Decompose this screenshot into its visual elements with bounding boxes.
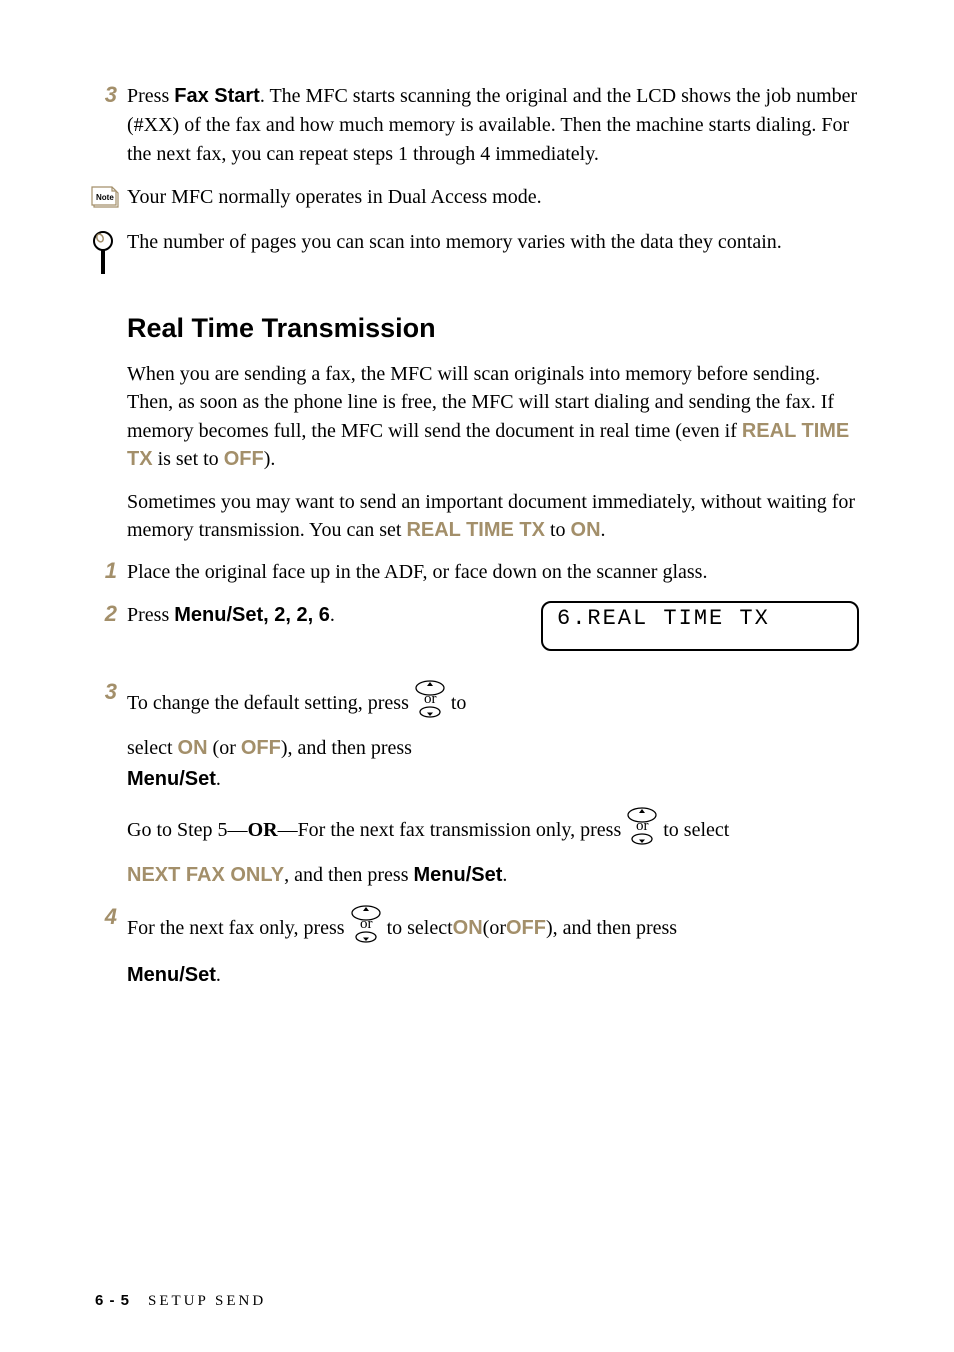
tip-text: The number of pages you can scan into me… [127, 228, 859, 257]
or-arrow-icon: or [625, 806, 659, 855]
text: ). [264, 448, 276, 470]
step-row: 4 For the next fax only, press or to sel… [95, 904, 859, 990]
text: ), and then press [281, 737, 412, 759]
step-row: 3 Press Fax Start. The MFC starts scanni… [95, 82, 859, 169]
button-label: Menu/Set [414, 864, 503, 886]
or-arrow-icon: or [349, 904, 383, 953]
text: is set to [153, 448, 224, 470]
button-label: Menu/Set [174, 604, 263, 626]
page-container: 3 Press Fax Start. The MFC starts scanni… [0, 0, 954, 1352]
step-number: 3 [95, 82, 127, 108]
key-sequence: , 2, 2, 6 [263, 604, 330, 626]
menu-text: OFF [224, 448, 264, 470]
menu-text: ON [453, 914, 483, 943]
text: For the next fax only, press [127, 914, 345, 943]
svg-text:or: or [424, 691, 437, 707]
step-number: 4 [95, 904, 127, 930]
page-number: 6 - 5 [95, 1292, 130, 1309]
text: to select [387, 914, 453, 943]
text: ), and then press [546, 914, 677, 943]
text: . [330, 604, 335, 626]
step-body: Place the original face up in the ADF, o… [127, 558, 859, 587]
paragraph: Sometimes you may want to send an import… [127, 488, 859, 545]
note-label: Note [96, 193, 114, 202]
text: , and then press [284, 864, 413, 886]
text: Press [127, 604, 174, 626]
text: When you are sending a fax, the MFC will… [127, 363, 834, 442]
text: . [216, 964, 221, 986]
text: . [601, 519, 606, 541]
text: to [451, 689, 467, 718]
text: to [545, 519, 571, 541]
or-bold: OR [248, 816, 278, 845]
step-number: 1 [95, 558, 127, 584]
text: to select [663, 816, 729, 845]
or-arrow-icon: or [413, 679, 447, 728]
magnifier-icon [90, 228, 127, 285]
paragraph: When you are sending a fax, the MFC will… [127, 360, 859, 474]
menu-text: NEXT FAX ONLY [127, 864, 284, 886]
page-footer: 6 - 5 SETUP SEND [95, 1292, 266, 1310]
svg-text:or: or [360, 916, 373, 932]
menu-text: OFF [506, 914, 546, 943]
note-icon: Note [90, 183, 127, 214]
text: —For the next fax transmission only, pre… [278, 816, 622, 845]
section-name: SETUP SEND [148, 1293, 266, 1309]
step-body: To change the default setting, press or … [127, 679, 859, 890]
menu-text: REAL TIME TX [406, 519, 545, 541]
text: Go to Step 5— [127, 816, 248, 845]
step-number: 3 [95, 679, 127, 705]
section-heading: Real Time Transmission [127, 313, 859, 344]
text: Press [127, 85, 174, 107]
button-label: Fax Start [174, 85, 260, 107]
tip-row: The number of pages you can scan into me… [90, 228, 859, 285]
text: To change the default setting, press [127, 689, 409, 718]
button-label: Menu/Set [127, 768, 216, 790]
step-body: Press Fax Start. The MFC starts scanning… [127, 82, 859, 169]
step-number: 2 [95, 601, 127, 627]
note-row: Note Your MFC normally operates in Dual … [90, 183, 859, 214]
menu-text: OFF [241, 737, 281, 759]
step-row: 1 Place the original face up in the ADF,… [95, 558, 859, 587]
button-label: Menu/Set [127, 964, 216, 986]
svg-text:or: or [636, 818, 649, 834]
step-row: 2 Press Menu/Set, 2, 2, 6. 6.REAL TIME T… [95, 601, 859, 651]
text: . [502, 864, 507, 886]
text: select [127, 737, 178, 759]
step-body: Press Menu/Set, 2, 2, 6. [127, 601, 541, 630]
lcd-display: 6.REAL TIME TX [541, 601, 859, 651]
menu-text: ON [178, 737, 208, 759]
step-row: 3 To change the default setting, press o… [95, 679, 859, 890]
text: . [216, 768, 221, 790]
note-text: Your MFC normally operates in Dual Acces… [127, 183, 859, 212]
menu-text: ON [571, 519, 601, 541]
step-body: For the next fax only, press or to selec… [127, 904, 859, 990]
text: (or [483, 914, 506, 943]
text: (or [208, 737, 241, 759]
